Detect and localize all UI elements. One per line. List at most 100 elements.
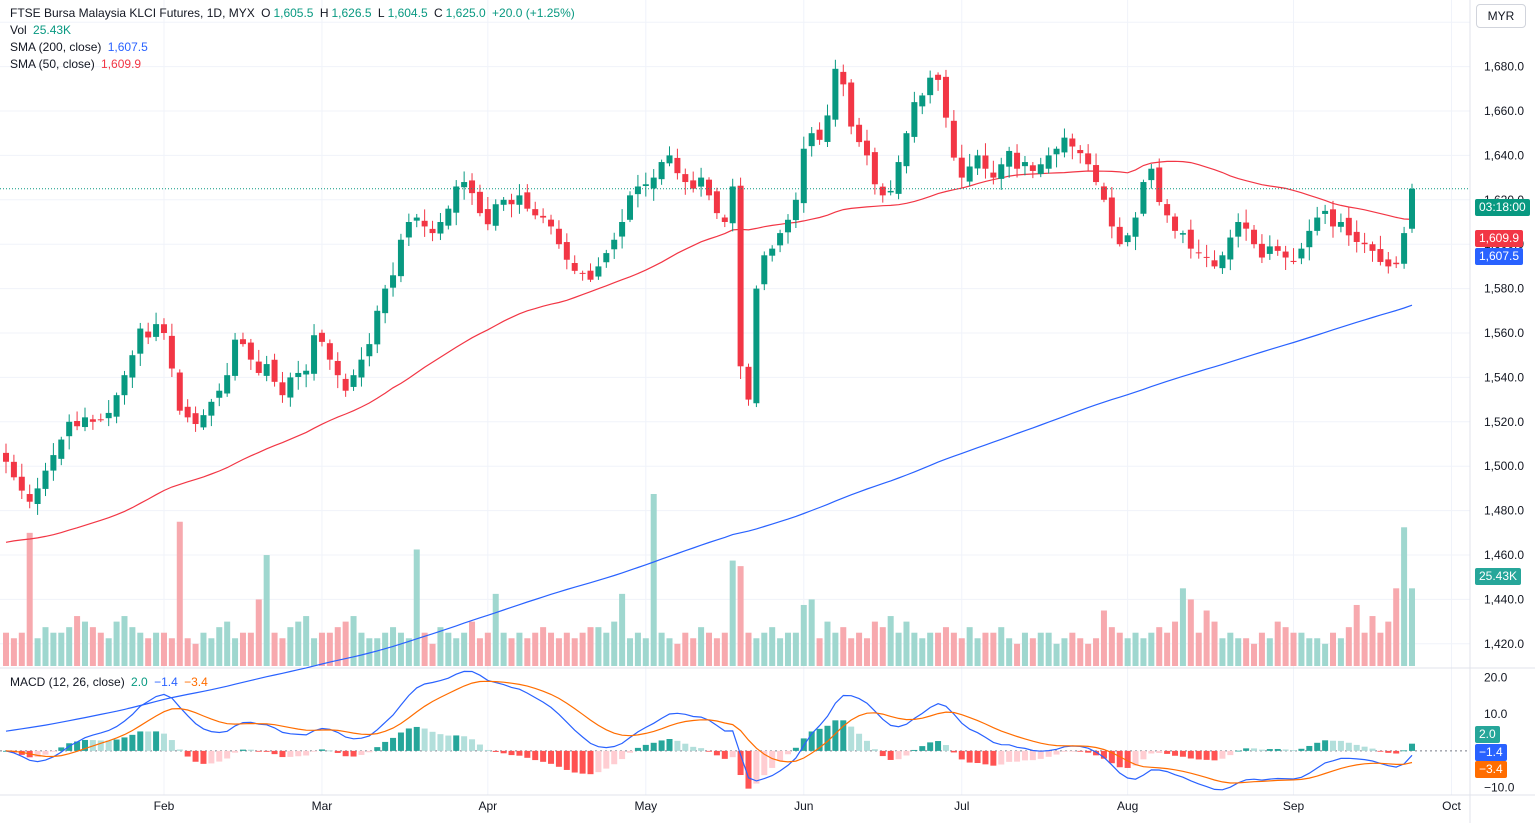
- candle: [129, 350, 136, 388]
- candle-body: [674, 157, 681, 174]
- macd-hist-bar: [1401, 750, 1408, 752]
- candle-body: [1061, 137, 1068, 153]
- volume-bar: [800, 604, 807, 666]
- candle-body: [1219, 255, 1226, 269]
- candle-body: [1037, 164, 1044, 174]
- candle: [421, 209, 428, 237]
- volume-bar: [990, 632, 997, 666]
- candle-body: [1195, 252, 1202, 254]
- macd-hist-bar: [1179, 750, 1186, 757]
- legend-sma-50[interactable]: SMA (50, close) 1,609.9: [10, 57, 144, 71]
- candle: [461, 171, 468, 200]
- macd-hist-bar: [627, 750, 634, 753]
- candle-body: [413, 217, 420, 221]
- legend-volume[interactable]: Vol 25.43K: [10, 23, 74, 37]
- volume-bar: [500, 632, 507, 666]
- candle: [1330, 200, 1337, 238]
- candle-body: [863, 140, 870, 156]
- candle-body: [1330, 209, 1337, 227]
- candle-body: [263, 364, 270, 376]
- candle: [1100, 182, 1107, 203]
- macd-hist-bar: [1227, 750, 1234, 756]
- macd-hist-bar: [856, 733, 863, 751]
- volume-bar: [832, 632, 839, 666]
- volume-bar: [603, 632, 610, 666]
- volume-bar: [271, 632, 278, 666]
- macd-hist-bar: [421, 728, 428, 751]
- legend-sma-200[interactable]: SMA (200, close) 1,607.5: [10, 40, 151, 54]
- candle-body: [540, 215, 547, 218]
- candle: [887, 180, 894, 196]
- candle-body: [1353, 231, 1360, 242]
- candle-body: [729, 186, 736, 224]
- candle: [469, 173, 476, 205]
- candle: [792, 192, 799, 229]
- macd-axis[interactable]: 20.0 10.0 −10.0: [1484, 670, 1515, 794]
- candle: [1156, 158, 1163, 206]
- price-axis[interactable]: 1,420.0 1,440.0 1,460.0 1,480.0 1,500.0 1,520…: [1484, 15, 1524, 651]
- candle-body: [816, 129, 823, 140]
- volume-bar: [1235, 638, 1242, 666]
- volume-bar: [563, 632, 570, 666]
- macd-hist-bar: [1132, 750, 1139, 766]
- candle-body: [2, 452, 10, 462]
- candle-body: [358, 359, 365, 378]
- candle-body: [911, 102, 918, 137]
- candle: [982, 143, 989, 179]
- candle-body: [129, 355, 136, 378]
- candle: [153, 312, 160, 342]
- volume-bar: [729, 560, 736, 666]
- macd-hist-bar: [1211, 750, 1218, 761]
- volume-bar: [634, 632, 641, 666]
- volume-bar: [642, 638, 649, 666]
- macd-hist-bar: [105, 740, 112, 751]
- candle: [1353, 220, 1360, 253]
- volume-bar: [816, 638, 823, 666]
- candle-body: [1282, 251, 1289, 258]
- macd-line: [5, 670, 1413, 791]
- candle-body: [792, 199, 799, 221]
- candle-body: [1100, 186, 1107, 200]
- volume-bar: [168, 638, 175, 666]
- candle-body: [856, 124, 863, 143]
- currency-button[interactable]: MYR: [1476, 4, 1526, 28]
- sma-50-tag: 1,609.9: [1475, 230, 1524, 247]
- candle: [698, 167, 705, 197]
- volume-bar: [208, 638, 215, 666]
- candle-body: [42, 470, 49, 489]
- macd-hist-bar: [469, 739, 476, 751]
- candle-body: [832, 68, 839, 120]
- volume-bar: [232, 638, 239, 666]
- macd-hist-bar: [595, 750, 602, 773]
- candle-body: [1172, 216, 1179, 231]
- volume-tag: 25.43K: [1475, 568, 1522, 585]
- volume-bar: [1195, 632, 1202, 666]
- legend-macd[interactable]: MACD (12, 26, close) 2.0 −1.4 −3.4: [10, 675, 211, 689]
- volume-bar: [1219, 638, 1226, 666]
- macd-hist-bar: [295, 750, 302, 757]
- candle-body: [1132, 217, 1139, 237]
- candle: [950, 110, 957, 161]
- candle-body: [176, 372, 183, 411]
- symbol-title[interactable]: FTSE Bursa Malaysia KLCI Futures, 1D, MY…: [10, 6, 255, 20]
- volume-bar: [1369, 616, 1376, 666]
- volume-bar: [129, 627, 136, 666]
- macd-hist-bar: [1187, 750, 1194, 759]
- candle: [800, 136, 807, 213]
- volume-bar: [571, 638, 578, 666]
- volume-bar: [1274, 621, 1281, 666]
- candle: [42, 462, 49, 497]
- candle: [271, 353, 278, 387]
- candle-body: [66, 421, 73, 437]
- macd-hist-bar: [1124, 750, 1131, 768]
- candle: [713, 187, 720, 219]
- macd-hist-bar: [1116, 750, 1123, 768]
- candle-body: [579, 272, 586, 274]
- macd-hist-bar: [168, 740, 175, 751]
- candle: [532, 201, 539, 220]
- time-axis[interactable]: FebMarAprMayJunJulAugSepOctNovDec2025: [154, 799, 1535, 813]
- volume-bar: [105, 638, 112, 666]
- candle-body: [1243, 222, 1250, 229]
- candle: [903, 130, 910, 174]
